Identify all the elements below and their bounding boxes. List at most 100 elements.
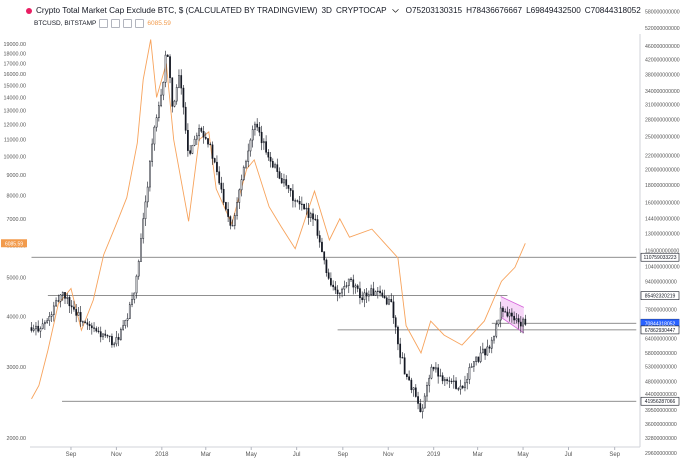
candle-body xyxy=(236,202,238,216)
right-tick-label: 220000000000 xyxy=(645,153,680,159)
candle-body xyxy=(519,321,522,327)
candle-body xyxy=(511,312,513,317)
candle-body xyxy=(258,126,261,133)
right-tick-label: 53000000000 xyxy=(645,365,677,371)
candle-body xyxy=(260,131,263,144)
candle-body xyxy=(162,82,165,96)
x-tick-label: May xyxy=(246,452,257,458)
candle-body xyxy=(484,348,486,356)
candle-body xyxy=(479,352,482,362)
interval-label[interactable]: 3D xyxy=(321,6,332,15)
candle-body xyxy=(312,213,314,220)
candle-body xyxy=(151,143,154,162)
candle-body xyxy=(330,278,332,286)
candle-body xyxy=(455,380,457,389)
eye-icon[interactable] xyxy=(99,19,109,28)
candle-body xyxy=(303,203,305,210)
candle-body xyxy=(200,128,203,132)
candle-body xyxy=(428,377,431,386)
candle-body xyxy=(193,138,196,146)
candle-body xyxy=(169,56,171,79)
candle-body xyxy=(189,150,191,154)
candle-body xyxy=(305,207,308,210)
candle-body xyxy=(522,318,524,327)
candle-body xyxy=(401,357,404,359)
candle-body xyxy=(30,327,33,331)
candle-body xyxy=(334,286,337,291)
candle-body xyxy=(59,294,62,302)
candle-body xyxy=(191,145,194,154)
candle-body xyxy=(350,278,352,280)
candle-body xyxy=(102,333,104,338)
right-tick-label: 520000000000 xyxy=(645,26,680,32)
candle-body xyxy=(222,188,225,203)
candle-body xyxy=(321,241,323,253)
overlay-value: 6085.59 xyxy=(147,20,171,28)
candle-body xyxy=(79,312,82,322)
right-price-tag xyxy=(640,252,680,262)
candle-body xyxy=(157,105,160,118)
candle-body xyxy=(414,387,417,397)
x-tick-label: Sep xyxy=(609,452,620,458)
candle-body xyxy=(95,328,98,332)
candle-body xyxy=(419,403,422,412)
candle-body xyxy=(325,259,328,274)
candle-body xyxy=(70,305,73,308)
candle-body xyxy=(296,200,299,202)
close-icon[interactable] xyxy=(123,19,133,28)
candle-body xyxy=(238,189,241,203)
candle-body xyxy=(229,216,232,226)
candle-body xyxy=(149,161,151,188)
candle-body xyxy=(135,275,138,294)
right-price-tag-label: 110759033223 xyxy=(644,255,677,261)
candle-body xyxy=(502,307,504,312)
x-tick-label: Jul xyxy=(293,452,301,458)
ohlc-close: C70844318052 xyxy=(584,6,641,15)
candle-body xyxy=(397,326,399,345)
ohlc-high: H78436676667 xyxy=(466,6,523,15)
right-tick-label: 44000000000 xyxy=(645,392,677,398)
left-tick-label: 4000.00 xyxy=(7,315,27,321)
left-tick-label: 7000.00 xyxy=(7,217,27,223)
candle-body xyxy=(381,292,384,297)
x-tick-label: 2018 xyxy=(155,452,169,458)
overlay-symbol[interactable]: BTCUSD, BITSTAMP xyxy=(34,20,97,28)
candle-body xyxy=(227,209,229,217)
candle-body xyxy=(392,301,395,318)
candle-body xyxy=(435,367,437,370)
right-tick-label: 380000000000 xyxy=(645,72,680,78)
candle-body xyxy=(55,300,57,307)
right-tick-label: 104000000000 xyxy=(645,265,680,271)
candle-body xyxy=(117,337,120,340)
candle-body xyxy=(403,357,406,375)
candle-body xyxy=(265,141,267,153)
symbol-label[interactable]: CRYPTOCAP xyxy=(335,6,387,15)
more-icon[interactable] xyxy=(135,19,145,28)
left-tick-label: 18000.00 xyxy=(4,51,26,57)
candle-body xyxy=(173,100,176,107)
candle-body xyxy=(52,305,55,315)
candle-body xyxy=(412,387,415,391)
right-tick-label: 36000000000 xyxy=(645,422,677,428)
left-tick-label: 17000.00 xyxy=(4,61,26,67)
candle-body xyxy=(347,278,350,286)
candle-body xyxy=(493,335,495,341)
candle-body xyxy=(470,366,473,368)
x-tick-label: Sep xyxy=(66,452,77,458)
candle-body xyxy=(142,218,145,239)
settings-icon[interactable] xyxy=(111,19,121,28)
candle-body xyxy=(84,321,86,323)
chart-title[interactable]: Crypto Total Market Cap Exclude BTC, $ (… xyxy=(36,6,318,15)
x-tick-label: Mar xyxy=(472,452,482,458)
candle-body xyxy=(204,136,207,139)
candle-body xyxy=(82,321,84,323)
candle-body xyxy=(457,388,460,390)
candle-body xyxy=(220,182,223,190)
candle-body xyxy=(218,171,221,184)
candle-body xyxy=(486,346,489,356)
candle-body xyxy=(242,166,245,180)
candle-body xyxy=(209,143,212,146)
candle-body xyxy=(271,161,274,168)
